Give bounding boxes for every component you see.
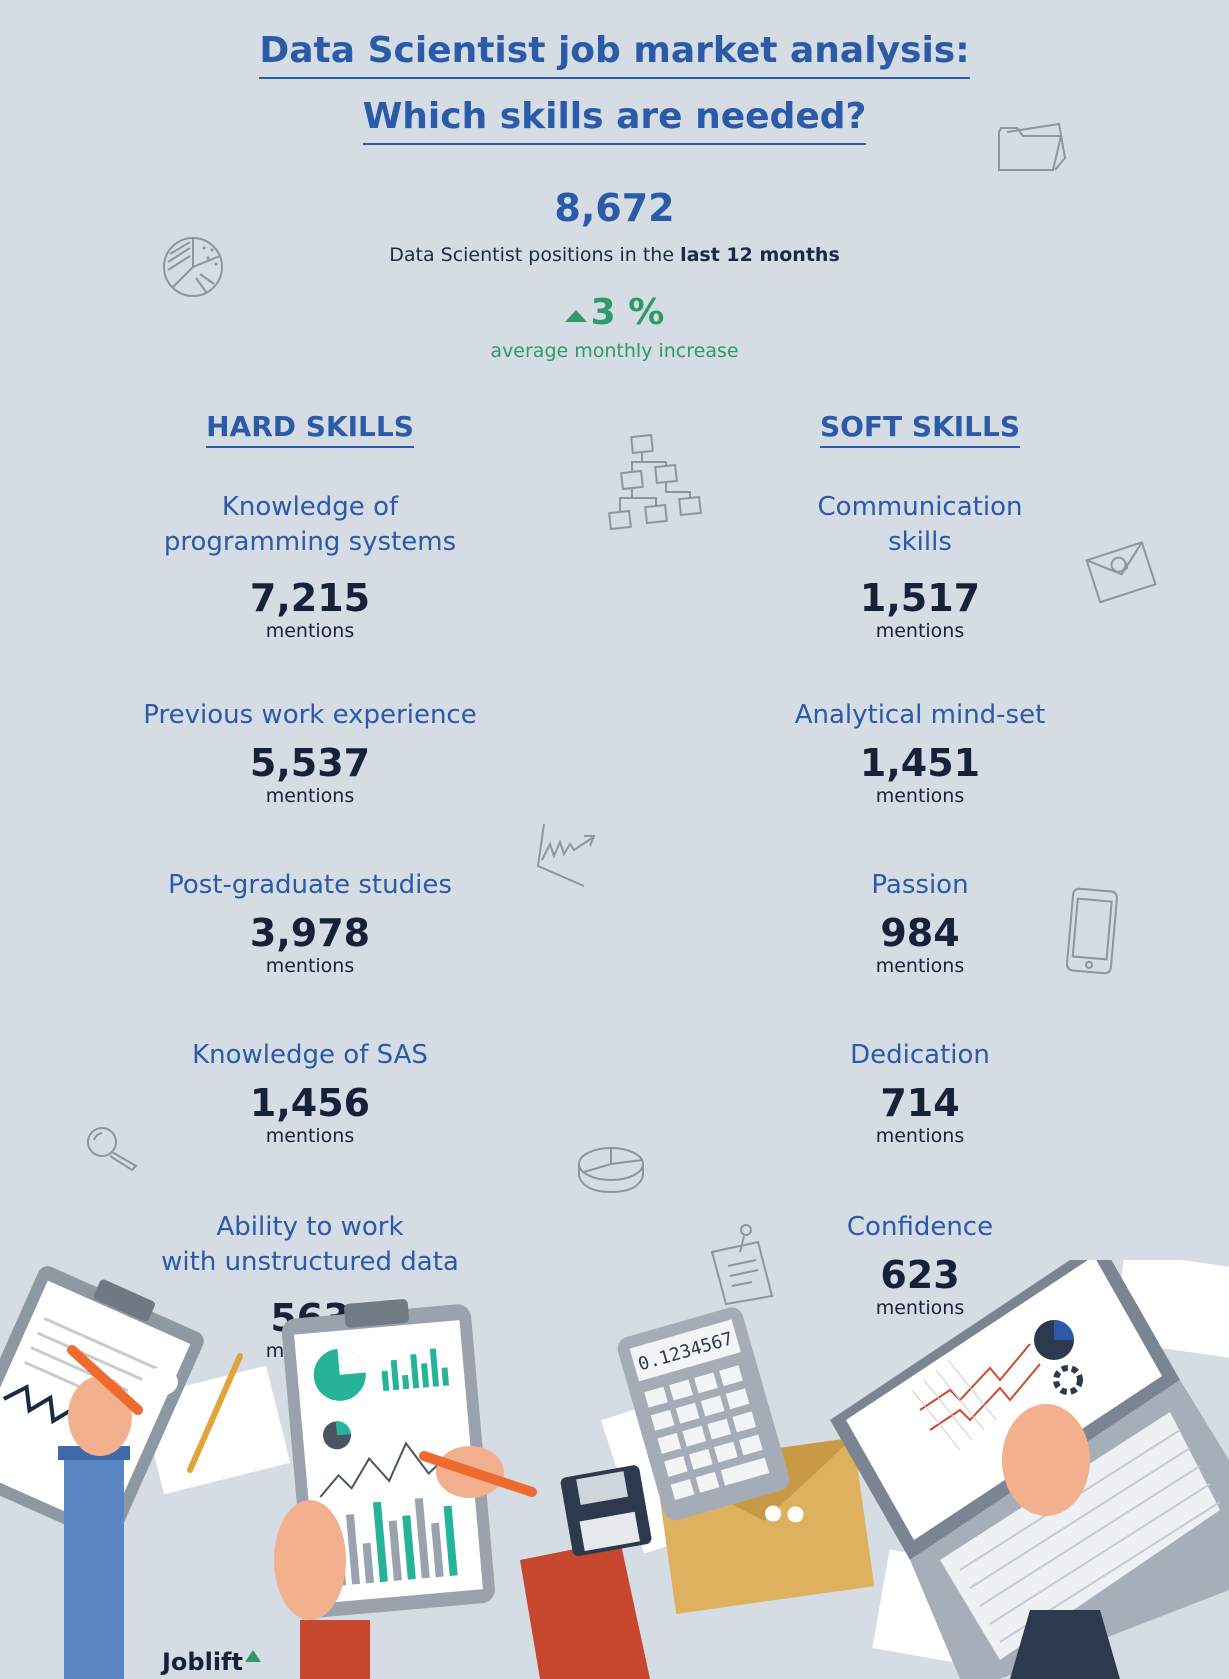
skill-name: Previous work experience: [143, 700, 477, 730]
skill-count: 1,451: [859, 741, 981, 785]
growth-value: 3 %: [0, 292, 1229, 333]
floppy-disk-icon: [560, 1465, 652, 1557]
skill-unit: mentions: [875, 785, 965, 807]
hard-skills-heading: HARD SKILLS: [206, 410, 414, 448]
up-arrow-icon: [564, 310, 587, 322]
trend-chart-icon: [536, 823, 596, 887]
pie-3d-icon: [578, 1147, 644, 1194]
skill-count: 1,517: [859, 576, 981, 620]
org-chart-icon: [608, 433, 702, 531]
skill-name: Dedication: [850, 1040, 990, 1070]
left-sleeve: [64, 1450, 124, 1679]
logo-mark-icon: [244, 1650, 261, 1662]
soft-skills-column: SOFT SKILLS Communication skills 1,517 m…: [700, 410, 1140, 1319]
skill-name: skills: [888, 527, 952, 557]
skill-name: Ability to work: [216, 1212, 404, 1242]
title-line-1: Data Scientist job market analysis:: [0, 30, 1229, 79]
soft-skill-item: Confidence 623 mentions: [700, 1210, 1140, 1319]
eraser: [142, 1368, 178, 1396]
skill-count: 623: [880, 1253, 960, 1297]
skill-name: Confidence: [846, 1212, 994, 1242]
soft-skill-item: Communication skills 1,517 mentions: [700, 490, 1140, 642]
pie-chart-icon: [163, 237, 223, 297]
skill-name: Analytical mind-set: [794, 700, 1046, 730]
desk-illustration: 0.1234567: [0, 1260, 1229, 1679]
hard-skill-item: Post-graduate studies 3,978 mentions: [90, 868, 530, 977]
skill-name: Knowledge of SAS: [192, 1040, 428, 1070]
growth-caption: average monthly increase: [490, 340, 739, 362]
skill-name: Post-graduate studies: [168, 870, 452, 900]
hard-skill-item: Knowledge of programming systems 7,215 m…: [90, 490, 530, 642]
skill-count: 1,456: [249, 1081, 371, 1125]
skill-unit: mentions: [265, 955, 355, 977]
skill-unit: mentions: [265, 620, 355, 642]
skill-count: 3,978: [249, 911, 371, 955]
positions-count: 8,672: [554, 186, 675, 230]
hard-skills-column: HARD SKILLS Knowledge of programming sys…: [90, 410, 530, 1362]
smartphone-icon: [1066, 887, 1118, 975]
right-red-sleeve: [520, 1540, 650, 1679]
left-hand: [68, 1376, 132, 1456]
hard-skill-item: Previous work experience 5,537 mentions: [90, 698, 530, 807]
hard-skill-item: Knowledge of SAS 1,456 mentions: [90, 1038, 530, 1147]
soft-skills-heading: SOFT SKILLS: [819, 410, 1021, 448]
calculator: 0.1234567: [617, 1307, 790, 1521]
skill-unit: mentions: [265, 1125, 355, 1147]
skill-name: programming systems: [163, 527, 457, 557]
skill-count: 984: [880, 911, 960, 955]
skill-count: 7,215: [249, 576, 371, 620]
soft-skill-item: Dedication 714 mentions: [700, 1038, 1140, 1147]
skill-count: 714: [880, 1081, 960, 1125]
laptop: [830, 1260, 1229, 1679]
soft-skill-item: Analytical mind-set 1,451 mentions: [700, 698, 1140, 807]
orange-pen: [419, 1451, 537, 1497]
email-icon: [1085, 541, 1157, 604]
skill-name: with unstructured data: [161, 1247, 459, 1277]
skill-name: Knowledge of: [221, 492, 399, 522]
skill-unit: mentions: [875, 620, 965, 642]
red-sleeve: [300, 1620, 370, 1679]
skill-unit: mentions: [265, 785, 355, 807]
skill-name: Passion: [871, 870, 969, 900]
pencil: [187, 1353, 243, 1473]
skill-count: 5,537: [249, 741, 371, 785]
title-line-2: Which skills are needed?: [0, 96, 1229, 145]
soft-skill-item: Passion 984 mentions: [700, 868, 1140, 977]
folder-icon: [998, 122, 1067, 171]
laptop-hand: [1002, 1404, 1090, 1516]
holding-hand: [274, 1500, 346, 1620]
skill-unit: mentions: [875, 1125, 965, 1147]
skill-name: Communication: [817, 492, 1023, 522]
skill-unit: mentions: [875, 955, 965, 977]
brand-logo: Joblift: [162, 1648, 261, 1676]
navy-sleeve: [1010, 1610, 1120, 1679]
skill-unit: mentions: [875, 1297, 965, 1319]
positions-caption: Data Scientist positions in the last 12 …: [389, 244, 840, 266]
magnifier-icon: [87, 1127, 138, 1172]
pinned-note-icon: [710, 1224, 774, 1306]
orange-pen: [67, 1345, 143, 1415]
